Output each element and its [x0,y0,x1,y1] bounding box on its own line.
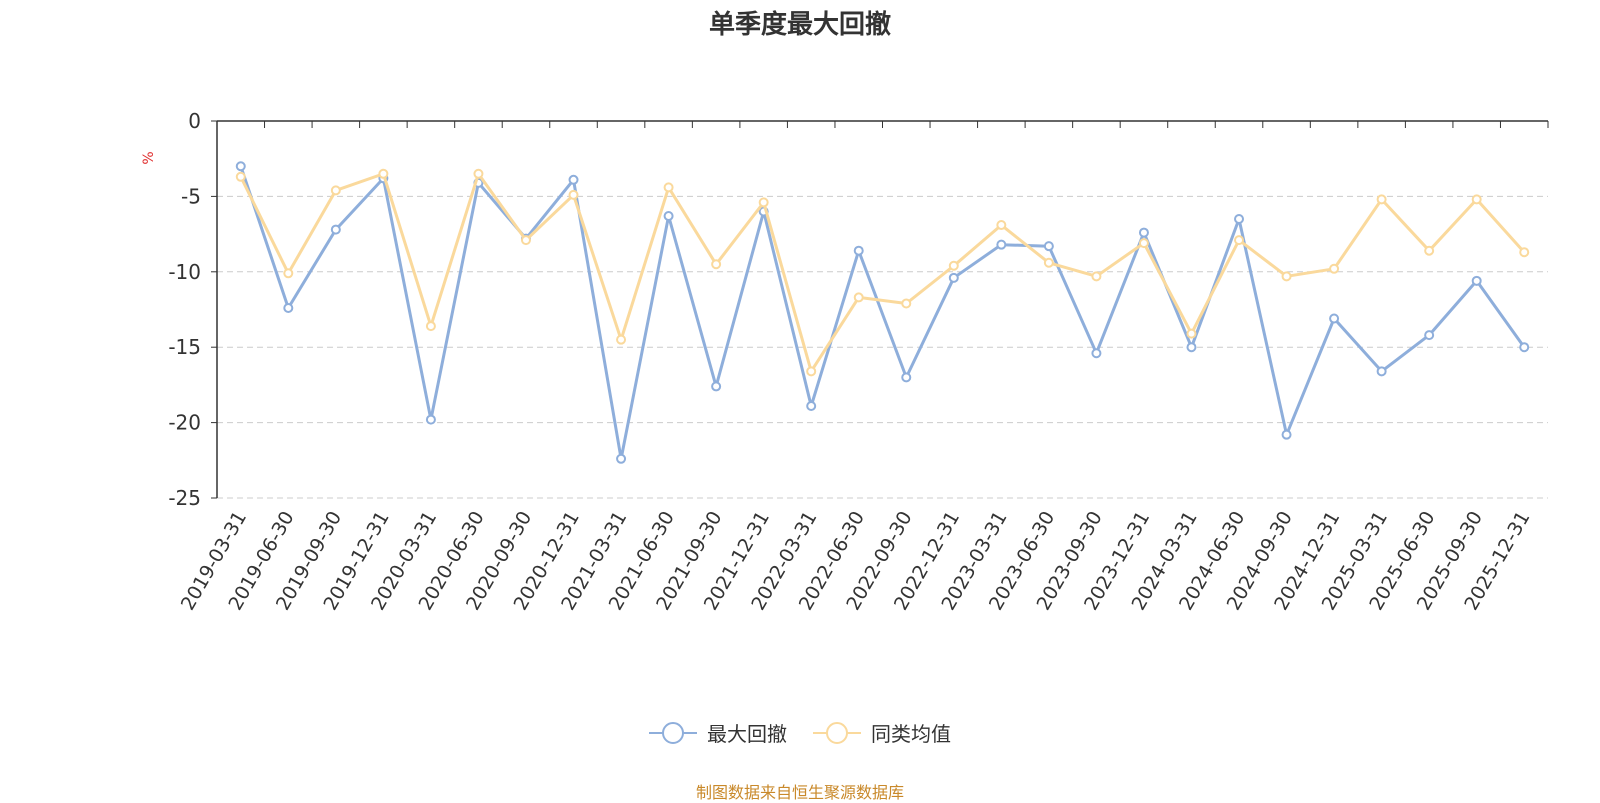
data-point-series-1 [1471,194,1482,205]
data-point-series-1 [330,185,341,196]
y-tick-label: 0 [188,109,201,133]
data-point-series-1 [1424,245,1435,256]
data-point-series-1 [948,260,959,271]
data-point-series-0 [1329,313,1340,324]
data-point-series-0 [1186,342,1197,353]
data-point-series-0 [235,161,246,172]
source-note: 制图数据来自恒生聚源数据库 [695,783,904,802]
data-point-series-1 [663,182,674,193]
data-point-series-1 [1376,194,1387,205]
data-point-series-0 [568,174,579,185]
y-tick-label: -10 [168,260,201,284]
data-point-series-0 [1281,429,1292,440]
data-point-series-0 [1234,214,1245,225]
data-point-series-0 [806,401,817,412]
data-point-series-0 [1424,330,1435,341]
data-point-series-1 [1186,328,1197,339]
data-point-series-0 [425,414,436,425]
data-point-series-1 [1329,263,1340,274]
data-point-series-1 [1519,247,1530,258]
data-point-series-1 [425,321,436,332]
data-point-series-1 [711,259,722,270]
data-point-series-1 [996,220,1007,231]
data-point-series-0 [1471,275,1482,286]
data-point-series-1 [1234,235,1245,246]
data-point-series-1 [1138,238,1149,249]
data-point-series-0 [1138,227,1149,238]
data-point-series-0 [711,381,722,392]
y-axis-label: % [141,151,157,164]
data-point-series-1 [1043,257,1054,268]
series-line-1 [239,172,1526,373]
data-point-series-0 [1519,342,1530,353]
data-point-series-0 [1043,241,1054,252]
legend-item-series-1[interactable]: 同类均值 [813,718,951,747]
series-line-0 [239,165,1526,461]
data-point-series-0 [616,453,627,464]
legend-item-series-0[interactable]: 最大回撤 [649,718,787,747]
data-point-series-0 [663,211,674,222]
data-point-series-1 [1091,271,1102,282]
data-point-series-1 [806,366,817,377]
data-point-series-1 [901,298,912,309]
data-point-series-0 [853,245,864,256]
chart-legend: 最大回撤 同类均值 [0,718,1600,747]
data-point-series-1 [473,168,484,179]
data-point-series-1 [378,168,389,179]
data-point-series-1 [235,171,246,182]
y-tick-label: -20 [168,411,201,435]
data-point-series-1 [568,189,579,200]
y-tick-label: -5 [181,184,201,208]
y-tick-label: -25 [168,486,201,510]
legend-label: 最大回撤 [707,722,787,746]
y-tick-label: -15 [168,335,201,359]
data-point-series-1 [283,268,294,279]
data-point-series-0 [330,224,341,235]
legend-marker-icon [813,721,861,744]
data-point-series-1 [520,235,531,246]
data-point-series-0 [1376,366,1387,377]
chart-title: 单季度最大回撤 [708,10,891,40]
data-point-series-0 [283,302,294,313]
data-point-series-1 [758,197,769,208]
legend-label: 同类均值 [871,722,951,746]
data-point-series-0 [996,239,1007,250]
data-point-series-1 [1281,271,1292,282]
data-point-series-0 [948,272,959,283]
data-point-series-0 [901,372,912,383]
data-point-series-1 [853,292,864,303]
legend-marker-icon [649,721,697,744]
data-point-series-0 [1091,348,1102,359]
data-point-series-1 [616,334,627,345]
